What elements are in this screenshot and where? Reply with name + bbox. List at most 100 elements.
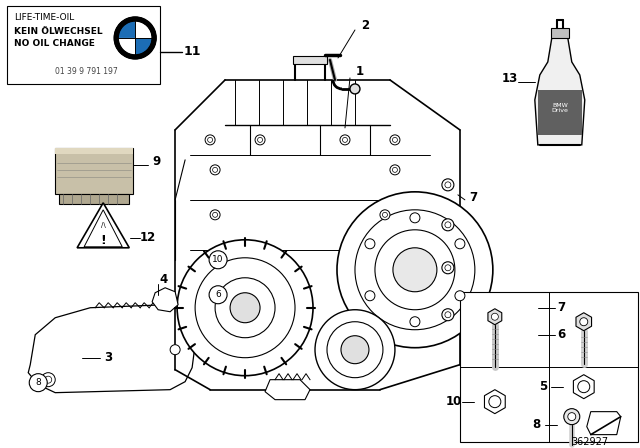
Circle shape (342, 138, 348, 142)
Circle shape (118, 21, 152, 55)
Circle shape (230, 293, 260, 323)
Text: KEIN ÖLWECHSEL: KEIN ÖLWECHSEL (14, 27, 103, 36)
Circle shape (114, 17, 156, 59)
Bar (460, 292, 637, 442)
Text: 10: 10 (212, 255, 224, 264)
Polygon shape (265, 379, 310, 400)
Circle shape (195, 258, 295, 358)
Polygon shape (77, 203, 129, 248)
Circle shape (212, 212, 218, 217)
Circle shape (315, 310, 395, 390)
Polygon shape (551, 28, 569, 38)
Circle shape (257, 138, 262, 142)
Circle shape (209, 251, 227, 269)
Circle shape (383, 212, 387, 217)
Text: !: ! (100, 234, 106, 247)
Polygon shape (587, 412, 621, 435)
FancyBboxPatch shape (7, 6, 160, 84)
Circle shape (578, 381, 590, 392)
Circle shape (375, 230, 455, 310)
Wedge shape (118, 38, 135, 55)
Circle shape (445, 182, 451, 188)
Circle shape (341, 336, 369, 364)
Text: 9: 9 (152, 155, 160, 168)
Circle shape (365, 291, 375, 301)
Wedge shape (135, 38, 152, 55)
Circle shape (442, 219, 454, 231)
Circle shape (205, 135, 215, 145)
Circle shape (337, 192, 493, 348)
Bar (293, 56, 327, 64)
Circle shape (568, 413, 576, 421)
Text: 8: 8 (532, 418, 541, 431)
Text: /\: /\ (101, 222, 106, 228)
Text: 1: 1 (356, 65, 364, 78)
Circle shape (442, 262, 454, 274)
Circle shape (410, 213, 420, 223)
Text: 4: 4 (159, 273, 167, 286)
Wedge shape (135, 21, 152, 38)
Circle shape (492, 313, 499, 320)
Text: 12: 12 (140, 231, 156, 244)
Circle shape (45, 376, 52, 383)
Circle shape (393, 248, 437, 292)
Circle shape (212, 168, 218, 172)
Circle shape (255, 135, 265, 145)
Circle shape (209, 286, 227, 304)
Circle shape (41, 373, 55, 387)
Text: 01 39 9 791 197: 01 39 9 791 197 (55, 68, 118, 77)
Text: 362927: 362927 (572, 437, 609, 447)
Text: 2: 2 (361, 19, 369, 32)
Circle shape (215, 278, 275, 338)
Circle shape (445, 312, 451, 318)
Circle shape (365, 239, 375, 249)
Polygon shape (535, 38, 585, 145)
Circle shape (380, 210, 390, 220)
Circle shape (207, 138, 212, 142)
Bar (55, 148, 133, 194)
Circle shape (340, 135, 350, 145)
Text: 7: 7 (469, 191, 477, 204)
Text: 8: 8 (35, 378, 41, 387)
Text: BMW
Drive: BMW Drive (551, 103, 568, 113)
Polygon shape (28, 305, 195, 392)
Polygon shape (152, 288, 178, 312)
Text: 6: 6 (557, 328, 566, 341)
Circle shape (210, 210, 220, 220)
Circle shape (210, 165, 220, 175)
Circle shape (350, 84, 360, 94)
Bar (55, 148, 133, 154)
Circle shape (455, 291, 465, 301)
Circle shape (177, 240, 313, 376)
Circle shape (390, 165, 400, 175)
Circle shape (564, 409, 580, 425)
Polygon shape (84, 210, 122, 247)
Text: LIFE-TIME-OIL: LIFE-TIME-OIL (14, 13, 74, 22)
Circle shape (170, 345, 180, 355)
Text: 11: 11 (183, 45, 201, 58)
Circle shape (455, 239, 465, 249)
Circle shape (355, 210, 475, 330)
Circle shape (392, 138, 397, 142)
Wedge shape (114, 17, 156, 59)
Text: 7: 7 (557, 301, 566, 314)
Circle shape (442, 179, 454, 191)
Circle shape (410, 317, 420, 327)
Circle shape (580, 318, 588, 326)
Wedge shape (118, 21, 135, 38)
Circle shape (442, 309, 454, 321)
Circle shape (392, 168, 397, 172)
Bar (538, 90, 582, 135)
Circle shape (29, 374, 47, 392)
Text: 5: 5 (539, 380, 547, 393)
Circle shape (489, 396, 501, 408)
Circle shape (445, 265, 451, 271)
Circle shape (327, 322, 383, 378)
Text: 10: 10 (446, 395, 462, 408)
Text: 3: 3 (104, 351, 112, 364)
Circle shape (445, 222, 451, 228)
Circle shape (390, 135, 400, 145)
Text: 6: 6 (215, 290, 221, 299)
Text: NO OIL CHANGE: NO OIL CHANGE (14, 39, 95, 48)
Text: 13: 13 (502, 73, 518, 86)
